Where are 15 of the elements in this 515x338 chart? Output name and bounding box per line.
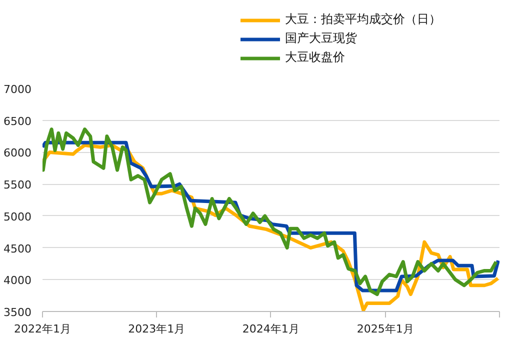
x-tick-label: 2023年1月 bbox=[128, 322, 186, 336]
x-tick-label: 2022年1月 bbox=[14, 322, 72, 336]
legend-label: 大豆收盘价 bbox=[285, 49, 345, 66]
legend-label: 大豆：拍卖平均成交价（日） bbox=[285, 11, 441, 28]
y-tick-label: 6000 bbox=[4, 146, 32, 160]
y-tick-label: 6500 bbox=[4, 114, 32, 128]
y-tick-label: 4500 bbox=[4, 242, 32, 256]
y-tick-label: 4000 bbox=[4, 274, 32, 288]
legend-label: 国产大豆现货 bbox=[285, 30, 357, 47]
y-tick-label: 5500 bbox=[4, 178, 32, 192]
y-tick-label: 5000 bbox=[4, 210, 32, 224]
x-tick-label: 2025年1月 bbox=[356, 322, 414, 336]
x-tick-label: 2024年1月 bbox=[242, 322, 300, 336]
y-tick-label: 3500 bbox=[4, 306, 32, 319]
y-tick-label: 7000 bbox=[4, 83, 32, 96]
